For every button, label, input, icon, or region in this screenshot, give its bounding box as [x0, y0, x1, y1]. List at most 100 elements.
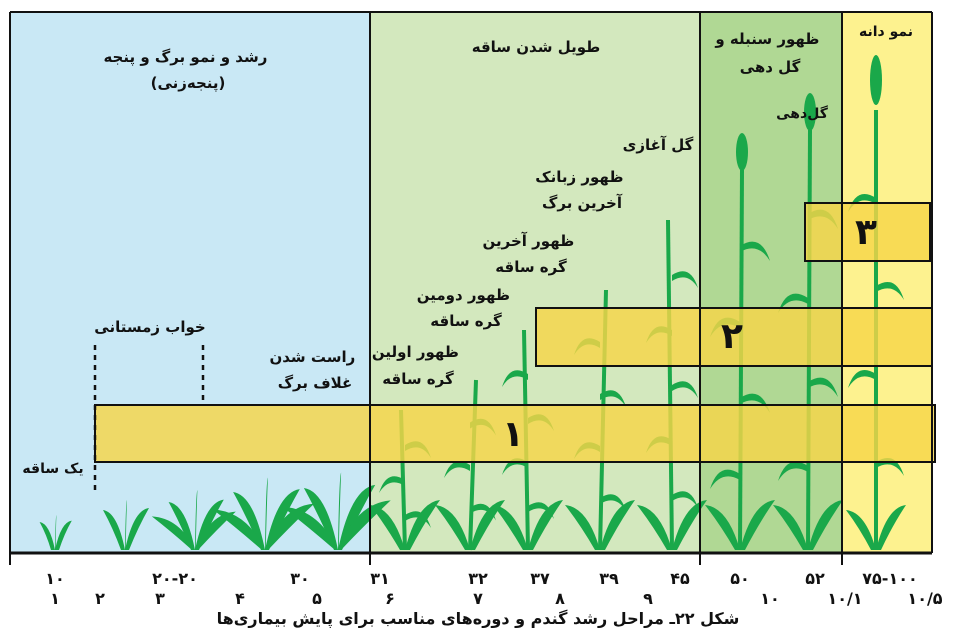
scale-bottom-label: ۷	[473, 589, 483, 608]
leaf	[370, 505, 405, 550]
leaf	[600, 500, 635, 550]
scale-top-label: ۳۹	[599, 569, 619, 588]
scale-top-label: ۵۰	[730, 569, 750, 588]
wheat-spike	[870, 55, 882, 105]
leaf	[470, 500, 505, 550]
scale-bottom-label: ۱	[50, 589, 60, 608]
scale-top-row: ۱۰ ۲۰-۲۰ ۳۰ ۳۱ ۳۲ ۳۷ ۳۹ ۴۵ ۵۰ ۵۲ ۷۵-۱۰۰	[45, 569, 918, 588]
leaf	[151, 516, 195, 550]
stem	[468, 379, 478, 551]
leaf	[405, 500, 440, 550]
leaf	[705, 505, 740, 550]
scale-bottom-label: ۳	[155, 589, 165, 608]
annotation-first-node: ظهور اولین گره ساقه	[372, 343, 464, 388]
winter-dormancy-markers	[93, 345, 205, 490]
leaf	[303, 488, 338, 550]
period-1-label: ۱	[502, 414, 524, 455]
scale-bottom-label: ۸	[555, 589, 565, 608]
wheat-plants	[39, 55, 906, 551]
leaf	[125, 500, 127, 550]
annotation-boot: گل آغازی	[623, 136, 694, 154]
drooping-leaf	[672, 271, 698, 288]
drooping-leaf	[600, 494, 626, 511]
leaf	[212, 509, 265, 550]
drooping-leaf	[444, 461, 470, 478]
stage-backgrounds	[10, 12, 932, 553]
leaf	[773, 505, 808, 550]
drooping-leaf	[502, 370, 528, 387]
drooping-leaf	[672, 491, 698, 508]
leaf	[233, 492, 265, 550]
drooping-leaf	[528, 502, 554, 519]
period-2-label: ۲	[721, 316, 743, 357]
drooping-leaf	[740, 393, 770, 413]
leaf	[103, 510, 125, 550]
leaf	[740, 500, 775, 550]
leaf	[637, 505, 672, 550]
scale-bottom-label: ۱۰/۱	[827, 589, 862, 608]
period-2-bar: ۲	[535, 307, 933, 367]
leaf	[565, 505, 600, 550]
scale-bottom-label: ۲	[95, 589, 105, 608]
leaf	[338, 472, 342, 550]
drooping-leaf	[379, 476, 405, 493]
leaf	[39, 522, 55, 550]
annotation-winter-dormancy: خواب زمستانی	[94, 318, 205, 336]
leaf	[846, 510, 876, 550]
leaf	[282, 506, 338, 550]
leaf	[528, 500, 563, 550]
wheat-spike	[736, 133, 748, 171]
leaf	[265, 477, 268, 550]
period-1-bar: ۱	[94, 404, 936, 463]
leaf	[168, 502, 195, 550]
drooping-leaf	[710, 469, 740, 489]
scale-top-label: ۳۰	[290, 569, 310, 588]
drooping-leaf	[470, 503, 496, 521]
scale-bottom-label: ۱۰/۵	[907, 589, 942, 608]
leaf	[808, 500, 843, 550]
drooping-leaf	[848, 369, 876, 388]
scale-bottom-label: ۵	[312, 589, 322, 608]
drooping-leaf	[876, 281, 904, 300]
scale-top-label: ۵۲	[805, 569, 825, 588]
stage-title-stem-elongation: طویل شدن ساقه	[472, 38, 601, 56]
scale-top-label: ۱۰	[45, 569, 65, 588]
drooping-leaf	[672, 381, 698, 398]
scale-top-label: ۳۷	[530, 569, 550, 588]
leaf	[435, 505, 470, 550]
scale-bottom-label: ۴	[235, 589, 245, 608]
scale-bottom-row: ۱ ۲ ۳ ۴ ۵ ۶ ۷ ۸ ۹ ۱۰ ۱۰/۱ ۱۰/۵	[50, 589, 943, 608]
scale-top-label: ۲۰-۲۰	[152, 569, 198, 588]
leaf	[125, 508, 149, 550]
drooping-leaf	[405, 511, 431, 528]
scale-top-label: ۳۲	[468, 569, 488, 588]
leaf	[195, 490, 198, 550]
leaf	[876, 505, 906, 550]
drooping-leaf	[600, 390, 626, 407]
stage-title-tillering: رشد و نمو برگ و پنجه (پنجه‌زنی)	[103, 48, 272, 93]
leaf	[55, 515, 57, 550]
drooping-leaf	[848, 193, 876, 212]
scale-top-label: ۳۱	[370, 569, 390, 588]
annotation-leaf-sheath-erect: راست شدن غلاف برگ	[269, 348, 360, 392]
scale-top-label: ۷۵-۱۰۰	[862, 569, 917, 588]
frame	[9, 11, 933, 565]
annotation-second-node: ظهور دومین گره ساقه	[417, 286, 515, 330]
wheat-spike	[804, 93, 816, 131]
period-3-label: ۳	[855, 212, 877, 253]
stage-title-grain-fill: نمو دانه	[859, 24, 913, 40]
figure-caption: شکل ۲۲ـ مراحل رشد گندم و دوره‌های مناسب …	[217, 609, 740, 629]
annotation-flowering: گل‌دهی	[776, 105, 829, 122]
period-3-bar: ۳	[804, 202, 931, 262]
stage-title-heading: ظهور سنبله و گل دهی	[714, 30, 824, 76]
scale-bottom-label: ۹	[643, 589, 653, 608]
leaf	[493, 505, 528, 550]
scale-top-label: ۴۵	[670, 569, 690, 588]
annotation-flag-leaf: ظهور زبانک آخرین برگ	[535, 168, 628, 212]
annotation-last-node: ظهور آخرین گره ساقه	[483, 232, 580, 276]
annotation-one-stem: یک ساقه	[22, 461, 83, 477]
drooping-leaf	[808, 377, 838, 397]
leaf	[195, 511, 236, 550]
leaf	[55, 520, 72, 550]
